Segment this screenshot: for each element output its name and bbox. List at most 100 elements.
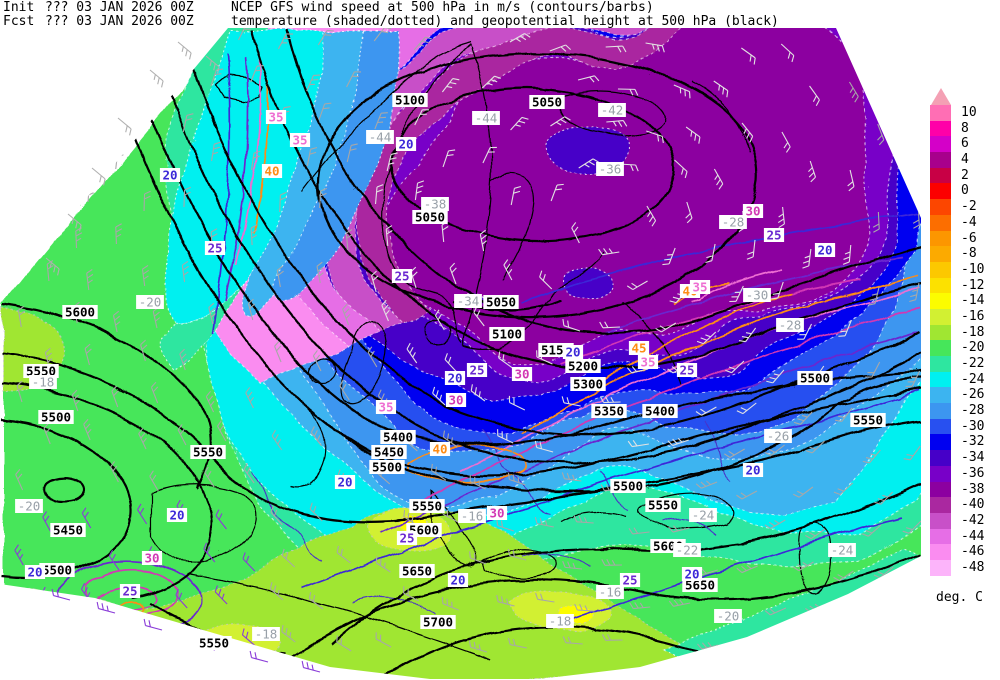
height-label-box — [196, 636, 232, 650]
height-label: 5100 — [492, 327, 522, 342]
temperature-label-box — [743, 288, 771, 302]
temperature-label-box — [472, 111, 500, 125]
wind-speed-label: 20 — [817, 243, 832, 258]
temperature-label: -34 — [457, 294, 480, 309]
colorbar-entry: -36 — [930, 465, 984, 482]
colorbar-value: -24 — [961, 371, 985, 387]
wind-speed-label: 20 — [447, 371, 462, 386]
temperature-label: -20 — [18, 499, 41, 514]
colorbar-entry: -30 — [930, 418, 984, 435]
wind-speed-label: 25 — [766, 228, 781, 243]
colorbar-value: -4 — [961, 214, 977, 230]
height-label-box — [529, 95, 565, 109]
colorbar-entry: -40 — [930, 497, 984, 513]
colorbar-value: -18 — [961, 324, 985, 340]
colorbar-swatch — [930, 403, 951, 419]
colorbar-entry: -10 — [930, 261, 984, 278]
colorbar-entry: -38 — [930, 481, 984, 498]
colorbar-entry: -32 — [930, 434, 984, 451]
wind-speed-label: 45 — [631, 341, 646, 356]
colorbar-swatch — [930, 465, 951, 482]
colorbar-swatch — [930, 559, 951, 576]
height-label: 5550 — [193, 445, 223, 460]
height-label-box — [412, 210, 448, 224]
wind-speed-label-box — [763, 228, 785, 242]
height-label: 5700 — [423, 615, 453, 630]
temperature-label-box — [29, 375, 57, 389]
temperature-label: -16 — [461, 509, 484, 524]
colorbar-value: -12 — [961, 277, 985, 293]
colorbar-value: -48 — [961, 559, 985, 575]
fcst-datetime: ??? 03 JAN 2026 00Z — [45, 13, 194, 29]
colorbar-entry: -28 — [930, 403, 984, 419]
height-label: 5400 — [645, 404, 675, 419]
colorbar-swatch — [930, 230, 951, 247]
temperature-label: -22 — [676, 543, 699, 558]
wind-speed-label: 35 — [292, 133, 307, 148]
wind-speed-label-box — [141, 551, 163, 565]
colorbar-entry: -46 — [930, 544, 984, 560]
colorbar-swatch — [930, 481, 951, 498]
colorbar-swatch — [930, 387, 951, 404]
colorbar-value: -14 — [961, 293, 985, 309]
height-label-box — [392, 93, 428, 107]
height-label-box — [645, 498, 681, 512]
colorbar-rows: 10 8 6 4 2 0 -2 -4 -6 -8 -10 -12 -14 -16 -18 -20 -22 -24-… — [930, 105, 984, 576]
wind-speed-label: 20 — [745, 463, 760, 478]
colorbar-entry: -20 — [930, 340, 984, 356]
temperature-label: -16 — [599, 585, 622, 600]
height-label: 5500 — [372, 460, 402, 475]
temperature-label: -20 — [139, 295, 162, 310]
wind-speed-label-box — [814, 243, 836, 257]
colorbar-entry: -34 — [930, 450, 984, 466]
colorbar-entry: -18 — [930, 324, 985, 341]
temperature-label: -18 — [549, 614, 572, 629]
colorbar-value: -22 — [961, 356, 985, 371]
wind-speed-label-box — [628, 341, 650, 355]
temperature-label: -26 — [767, 429, 790, 444]
chart-header: Init ??? 03 JAN 2026 00Z NCEP GFS wind s… — [3, 1, 779, 28]
temperature-label: -44 — [475, 111, 498, 126]
colorbar-value: 10 — [961, 105, 977, 120]
height-label: 5500 — [41, 410, 71, 425]
height-label-box — [642, 404, 678, 418]
wind-speed-label-box — [562, 345, 584, 359]
wind-speed-label-box — [334, 475, 356, 489]
colorbar-value: -8 — [961, 246, 977, 262]
colorbar-value: -44 — [961, 528, 985, 544]
colorbar-value: -40 — [961, 497, 985, 513]
temperature-label: -36 — [599, 162, 622, 177]
height-label: 5550 — [412, 499, 442, 514]
colorbar-swatch — [930, 356, 951, 372]
wind-speed-label: 20 — [398, 137, 413, 152]
height-label-box — [489, 327, 525, 341]
temperature-label-box — [136, 295, 164, 309]
colorbar-swatch — [930, 528, 951, 545]
wind-speed-label-box — [444, 371, 466, 385]
wind-speed-label: 30 — [144, 551, 159, 566]
wind-speed-label: 25 — [469, 363, 484, 378]
wind-speed-label-box — [742, 204, 764, 218]
height-label-box — [409, 499, 445, 513]
wind-speed-label: 35 — [640, 355, 655, 370]
height-label-box — [62, 305, 98, 319]
wind-speed-label-box — [429, 442, 451, 456]
colorbar-value: -46 — [961, 544, 985, 560]
wind-speed-label: 35 — [378, 400, 393, 415]
colorbar-swatch — [930, 105, 951, 121]
temperature-label-box — [366, 130, 394, 144]
colorbar-value: -2 — [961, 199, 977, 215]
height-label-box — [23, 364, 59, 378]
wind-speed-label: 25 — [679, 363, 694, 378]
height-label: 5550 — [648, 498, 678, 513]
colorbar-swatch — [930, 371, 951, 388]
wind-speed-label-box — [466, 363, 488, 377]
colorbar-swatch — [930, 324, 951, 341]
colorbar-value: -42 — [961, 512, 985, 528]
colorbar-value: -34 — [961, 450, 985, 466]
wind-speed-label-box — [486, 506, 508, 520]
colorbar-entry: 10 — [930, 105, 984, 121]
colorbar-value: 2 — [961, 167, 969, 183]
wind-speed-label-box — [396, 531, 418, 545]
